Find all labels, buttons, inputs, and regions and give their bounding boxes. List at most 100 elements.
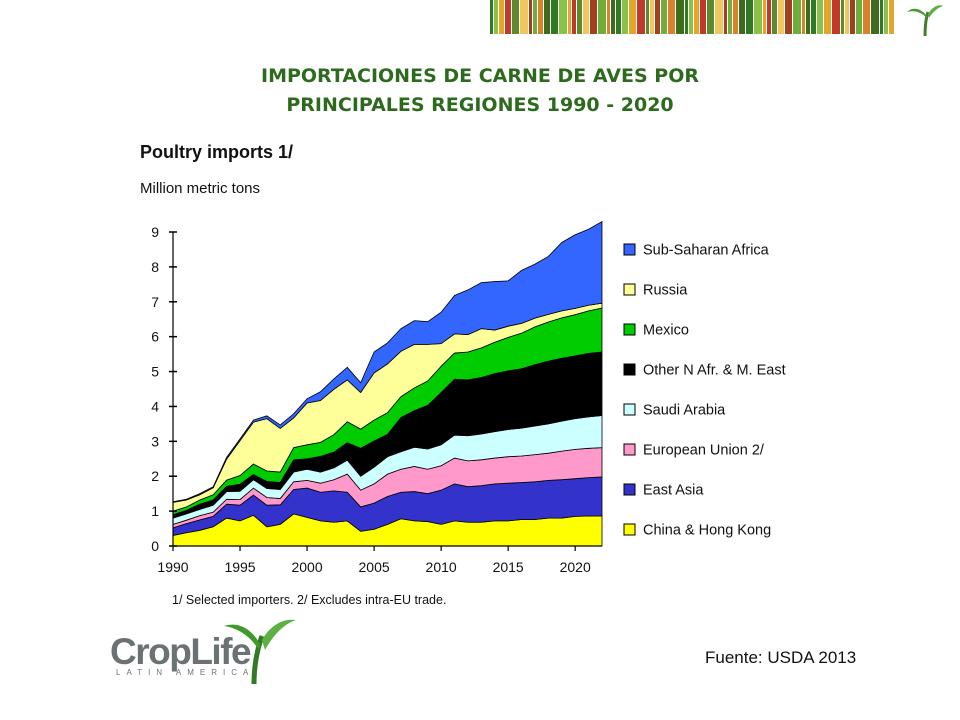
legend-swatch xyxy=(623,403,636,416)
legend-item: Mexico xyxy=(623,323,689,339)
legend-label: European Union 2/ xyxy=(643,443,765,459)
stripe xyxy=(637,0,645,34)
stripe xyxy=(724,0,727,34)
stripe xyxy=(611,0,615,34)
y-tick-label: 8 xyxy=(151,259,159,275)
stripe xyxy=(505,0,511,34)
legend-label: Sub-Saharan Africa xyxy=(643,243,770,259)
x-tick-label: 1990 xyxy=(157,559,188,575)
x-tick-label: 2020 xyxy=(560,559,591,575)
legend-swatch xyxy=(623,443,636,456)
stripe xyxy=(490,0,493,34)
stripe xyxy=(880,0,883,34)
stripe xyxy=(778,0,784,34)
stripe xyxy=(739,0,745,34)
legend-swatch xyxy=(623,283,636,296)
stripe xyxy=(512,0,519,34)
stripe xyxy=(811,0,816,34)
legend-swatch xyxy=(623,323,636,336)
stripe xyxy=(802,0,805,34)
legend-swatch xyxy=(623,243,636,256)
y-tick-label: 2 xyxy=(151,468,159,484)
slide-title-line-1: IMPORTACIONES DE CARNE DE AVES POR xyxy=(261,65,699,87)
legend-item: East Asia xyxy=(623,483,704,499)
stripe xyxy=(772,0,777,34)
stripe xyxy=(824,0,831,34)
stripe xyxy=(700,0,706,34)
stripe xyxy=(889,0,894,34)
legend-label: Russia xyxy=(643,283,688,299)
stripe xyxy=(598,0,606,34)
stripe xyxy=(494,0,498,34)
legend-label: Mexico xyxy=(643,323,689,339)
y-tick-label: 9 xyxy=(151,224,159,240)
stripe xyxy=(529,0,532,34)
stripe xyxy=(728,0,732,34)
stripe xyxy=(763,0,766,34)
legend-swatch xyxy=(623,363,636,376)
slide-title-line-2: PRINCIPALES REGIONES 1990 - 2020 xyxy=(286,94,674,116)
stripe xyxy=(533,0,537,34)
x-tick-label: 2010 xyxy=(426,559,457,575)
stripe xyxy=(577,0,582,34)
legend-item: Russia xyxy=(623,283,688,299)
stripe xyxy=(622,0,628,34)
stripe xyxy=(850,0,855,34)
stripe xyxy=(676,0,684,34)
stripe xyxy=(689,0,693,34)
legend-item: Other N Afr. & M. East xyxy=(623,363,786,379)
stripe xyxy=(668,0,675,34)
decorative-stripes xyxy=(490,0,894,34)
legend-swatch xyxy=(623,523,636,536)
source-note: Fuente: USDA 2013 xyxy=(705,648,857,667)
stripe xyxy=(841,0,844,34)
chart-units-label: Million metric tons xyxy=(140,180,261,197)
stripe xyxy=(607,0,610,34)
legend-item: European Union 2/ xyxy=(623,443,765,459)
stripe xyxy=(754,0,762,34)
legend-label: China & Hong Kong xyxy=(643,523,771,539)
stripe xyxy=(538,0,543,34)
stripe xyxy=(767,0,771,34)
x-tick-label: 2005 xyxy=(359,559,390,575)
stripe xyxy=(733,0,738,34)
stripe xyxy=(646,0,649,34)
stripe xyxy=(715,0,723,34)
stripe xyxy=(583,0,589,34)
stripe xyxy=(832,0,840,34)
legend-swatch xyxy=(623,483,636,496)
legend-label: East Asia xyxy=(643,483,704,499)
chart-title: Poultry imports 1/ xyxy=(140,142,294,162)
stripe xyxy=(590,0,597,34)
stripe xyxy=(629,0,636,34)
croplife-wordmark: CropLife xyxy=(110,631,252,672)
y-tick-label: 1 xyxy=(151,503,159,519)
chart-footnote: 1/ Selected importers. 2/ Excludes intra… xyxy=(172,593,447,607)
stripe xyxy=(871,0,879,34)
stripe xyxy=(694,0,699,34)
stripe xyxy=(806,0,810,34)
stripe xyxy=(544,0,550,34)
legend-item: Saudi Arabia xyxy=(623,403,726,419)
y-tick-label: 6 xyxy=(151,329,159,345)
stripe xyxy=(559,0,567,34)
y-tick-label: 7 xyxy=(151,294,159,310)
legend-item: China & Hong Kong xyxy=(623,523,771,539)
stacked-area-chart: 0 1 2 3 4 5 6 7 8 9 1990 1995 2000 2005 2010 2015 2020 Su… xyxy=(151,220,786,575)
stripe xyxy=(863,0,870,34)
area-sub-saharan-africa xyxy=(172,220,603,503)
stripe xyxy=(650,0,654,34)
x-tick-label: 2015 xyxy=(493,559,524,575)
croplife-leaf-icon xyxy=(224,619,296,685)
stripe xyxy=(616,0,621,34)
y-tick-label: 0 xyxy=(151,538,159,554)
stripe xyxy=(746,0,753,34)
stripe xyxy=(685,0,688,34)
x-tick-label: 1995 xyxy=(224,559,255,575)
stripe xyxy=(856,0,862,34)
stripe xyxy=(661,0,667,34)
stripe xyxy=(845,0,849,34)
stripe xyxy=(572,0,576,34)
stripe xyxy=(793,0,801,34)
stripe xyxy=(707,0,714,34)
